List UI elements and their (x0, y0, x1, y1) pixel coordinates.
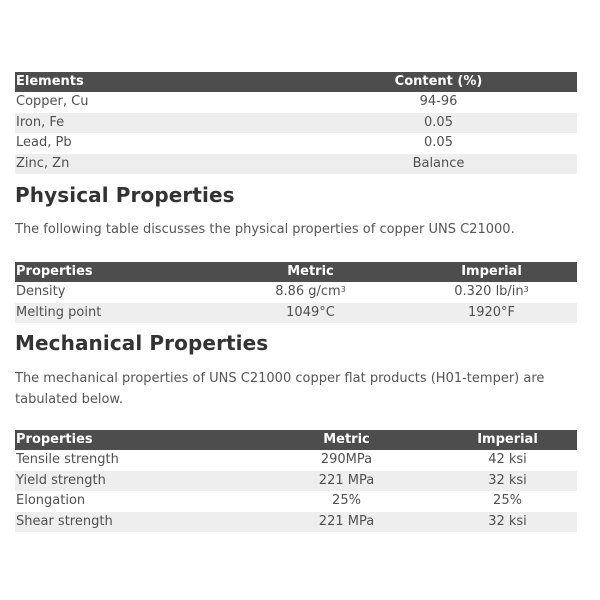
mechanical-properties-heading: Mechanical Properties (15, 331, 269, 355)
mechanical-properties-table: Properties Metric Imperial Tensile stren… (15, 430, 577, 532)
imperial-cell: 25% (493, 493, 522, 509)
mechanical-properties-intro: The mechanical properties of UNS C21000 … (15, 371, 545, 407)
property-cell: Tensile strength (16, 452, 119, 468)
table-header-row: Elements Content (%) (15, 72, 577, 92)
element-cell: Iron, Fe (15, 112, 299, 133)
metric-cell: 221 MPa (255, 511, 437, 532)
property-cell: Shear strength (15, 511, 255, 532)
imperial-cell: 42 ksi (488, 452, 527, 468)
imperial-cell: 32 ksi (437, 470, 577, 491)
content-cell: 94-96 (419, 94, 458, 110)
column-header: Imperial (437, 430, 577, 450)
table-row: Zinc, Zn Balance (15, 153, 577, 174)
column-header: Imperial (405, 262, 577, 282)
table-header-row: Properties Metric Imperial (15, 262, 577, 282)
metric-value: 8.86 g/cm (275, 284, 341, 300)
physical-properties-intro: The following table discusses the physic… (15, 222, 515, 237)
composition-table: Elements Content (%) Copper, Cu 94-96 Ir… (15, 72, 577, 174)
element-cell: Zinc, Zn (15, 153, 299, 174)
column-header: Metric (215, 262, 405, 282)
imperial-cell: 1920°F (405, 302, 577, 323)
table-header-row: Properties Metric Imperial (15, 430, 577, 450)
column-header: Content (%) (299, 72, 577, 92)
metric-cell: 290MPa (320, 452, 373, 468)
table-row: Copper, Cu 94-96 (15, 92, 577, 113)
superscript: 3 (523, 285, 529, 295)
element-cell: Lead, Pb (16, 135, 72, 151)
table-row: Lead, Pb 0.05 (15, 133, 577, 154)
metric-cell: 221 MPa (255, 470, 437, 491)
property-cell: Elongation (16, 493, 86, 509)
metric-cell: 1049°C (215, 302, 405, 323)
column-header: Properties (15, 430, 255, 450)
property-cell: Melting point (15, 302, 215, 323)
table-row: Tensile strength 290MPa 42 ksi (15, 450, 577, 471)
content-cell: Balance (299, 153, 577, 174)
property-cell: Density (16, 284, 66, 300)
table-row: Density 8.86 g/cm3 0.320 lb/in3 (15, 282, 577, 303)
table-row: Elongation 25% 25% (15, 491, 577, 512)
imperial-cell: 32 ksi (437, 511, 577, 532)
physical-properties-table: Properties Metric Imperial Density 8.86 … (15, 262, 577, 323)
content-cell: 0.05 (299, 112, 577, 133)
property-cell: Yield strength (15, 470, 255, 491)
element-cell: Copper, Cu (16, 94, 89, 110)
imperial-value: 0.320 lb/in (454, 284, 524, 300)
physical-properties-heading: Physical Properties (15, 183, 235, 207)
imperial-cell: 0.320 lb/in3 (405, 282, 577, 303)
table-row: Melting point 1049°C 1920°F (15, 302, 577, 323)
table-row: Yield strength 221 MPa 32 ksi (15, 470, 577, 491)
metric-cell: 25% (332, 493, 361, 509)
column-header: Properties (15, 262, 215, 282)
table-row: Iron, Fe 0.05 (15, 112, 577, 133)
superscript: 3 (340, 285, 346, 295)
column-header: Elements (15, 72, 299, 92)
content-cell: 0.05 (424, 135, 453, 151)
metric-cell: 8.86 g/cm3 (215, 282, 405, 303)
column-header: Metric (255, 430, 437, 450)
table-row: Shear strength 221 MPa 32 ksi (15, 511, 577, 532)
